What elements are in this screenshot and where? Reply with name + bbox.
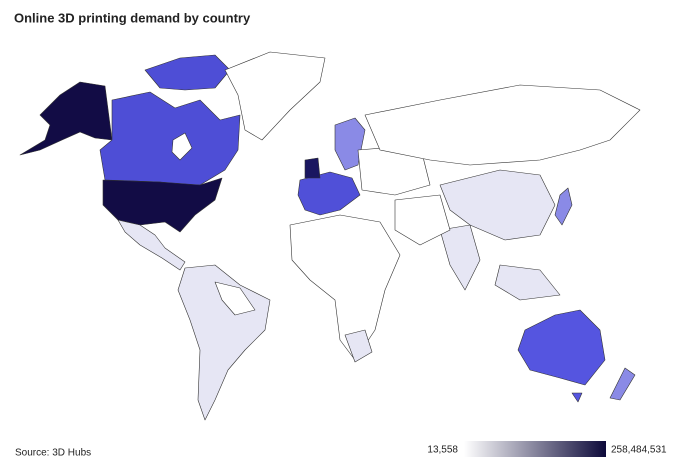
country: [99, 91, 241, 186]
country: [364, 84, 641, 166]
chart-title: Online 3D printing demand by country: [14, 10, 251, 25]
country: [304, 157, 321, 179]
world-map: [19, 51, 641, 421]
country: [19, 81, 113, 156]
country: [144, 54, 231, 91]
country: [439, 169, 556, 241]
country: [289, 214, 401, 361]
source-note: Source: 3D Hubs: [15, 448, 91, 459]
country: [394, 194, 451, 246]
country: [554, 187, 573, 226]
country: [334, 117, 366, 171]
country: [571, 392, 583, 403]
country: [102, 177, 223, 233]
country: [117, 219, 186, 271]
country: [214, 281, 256, 316]
country: [224, 51, 326, 141]
colorbar-label: 258,484,531: [611, 445, 667, 456]
country: [297, 171, 361, 216]
country: [344, 329, 373, 363]
country: [439, 224, 481, 291]
country: [609, 367, 636, 401]
colorbar: [464, 441, 606, 457]
country: [494, 264, 561, 301]
country: [171, 132, 193, 161]
country: [517, 309, 606, 386]
colorbar-label: 13,558: [427, 445, 458, 456]
